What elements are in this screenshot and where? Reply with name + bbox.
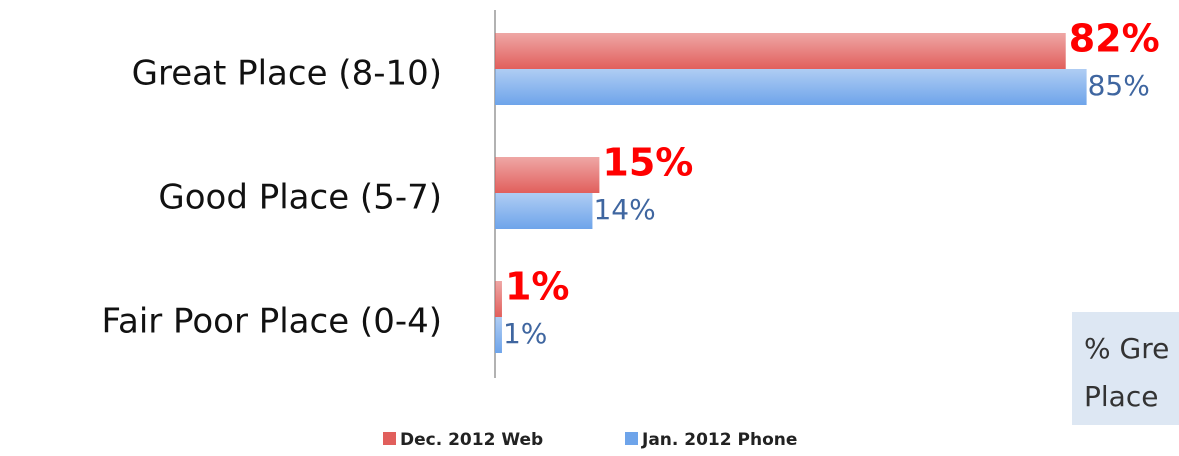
legend-swatch: [383, 432, 396, 445]
bar: [495, 281, 502, 317]
value-label: 14%: [593, 193, 655, 226]
category-label: Good Place (5-7): [158, 178, 442, 218]
value-label: 1%: [505, 265, 570, 309]
value-label: 15%: [602, 141, 693, 185]
legend-swatch: [625, 432, 638, 445]
annotation-box: [1072, 312, 1179, 425]
bar: [495, 33, 1066, 69]
value-label: 1%: [503, 317, 547, 350]
annotation: Place: [1084, 380, 1158, 413]
annotation: % Gre: [1084, 332, 1169, 365]
category-label: Great Place (8-10): [132, 54, 442, 94]
value-label: 82%: [1069, 17, 1160, 61]
bar: [495, 157, 600, 193]
value-label: 85%: [1088, 69, 1150, 102]
bar: [495, 69, 1087, 105]
legend-label: Dec. 2012 Web: [400, 430, 543, 450]
legend-label: Jan. 2012 Phone: [641, 430, 797, 450]
category-label: Fair Poor Place (0-4): [102, 302, 442, 342]
bar: [495, 317, 502, 353]
bar: [495, 193, 593, 229]
